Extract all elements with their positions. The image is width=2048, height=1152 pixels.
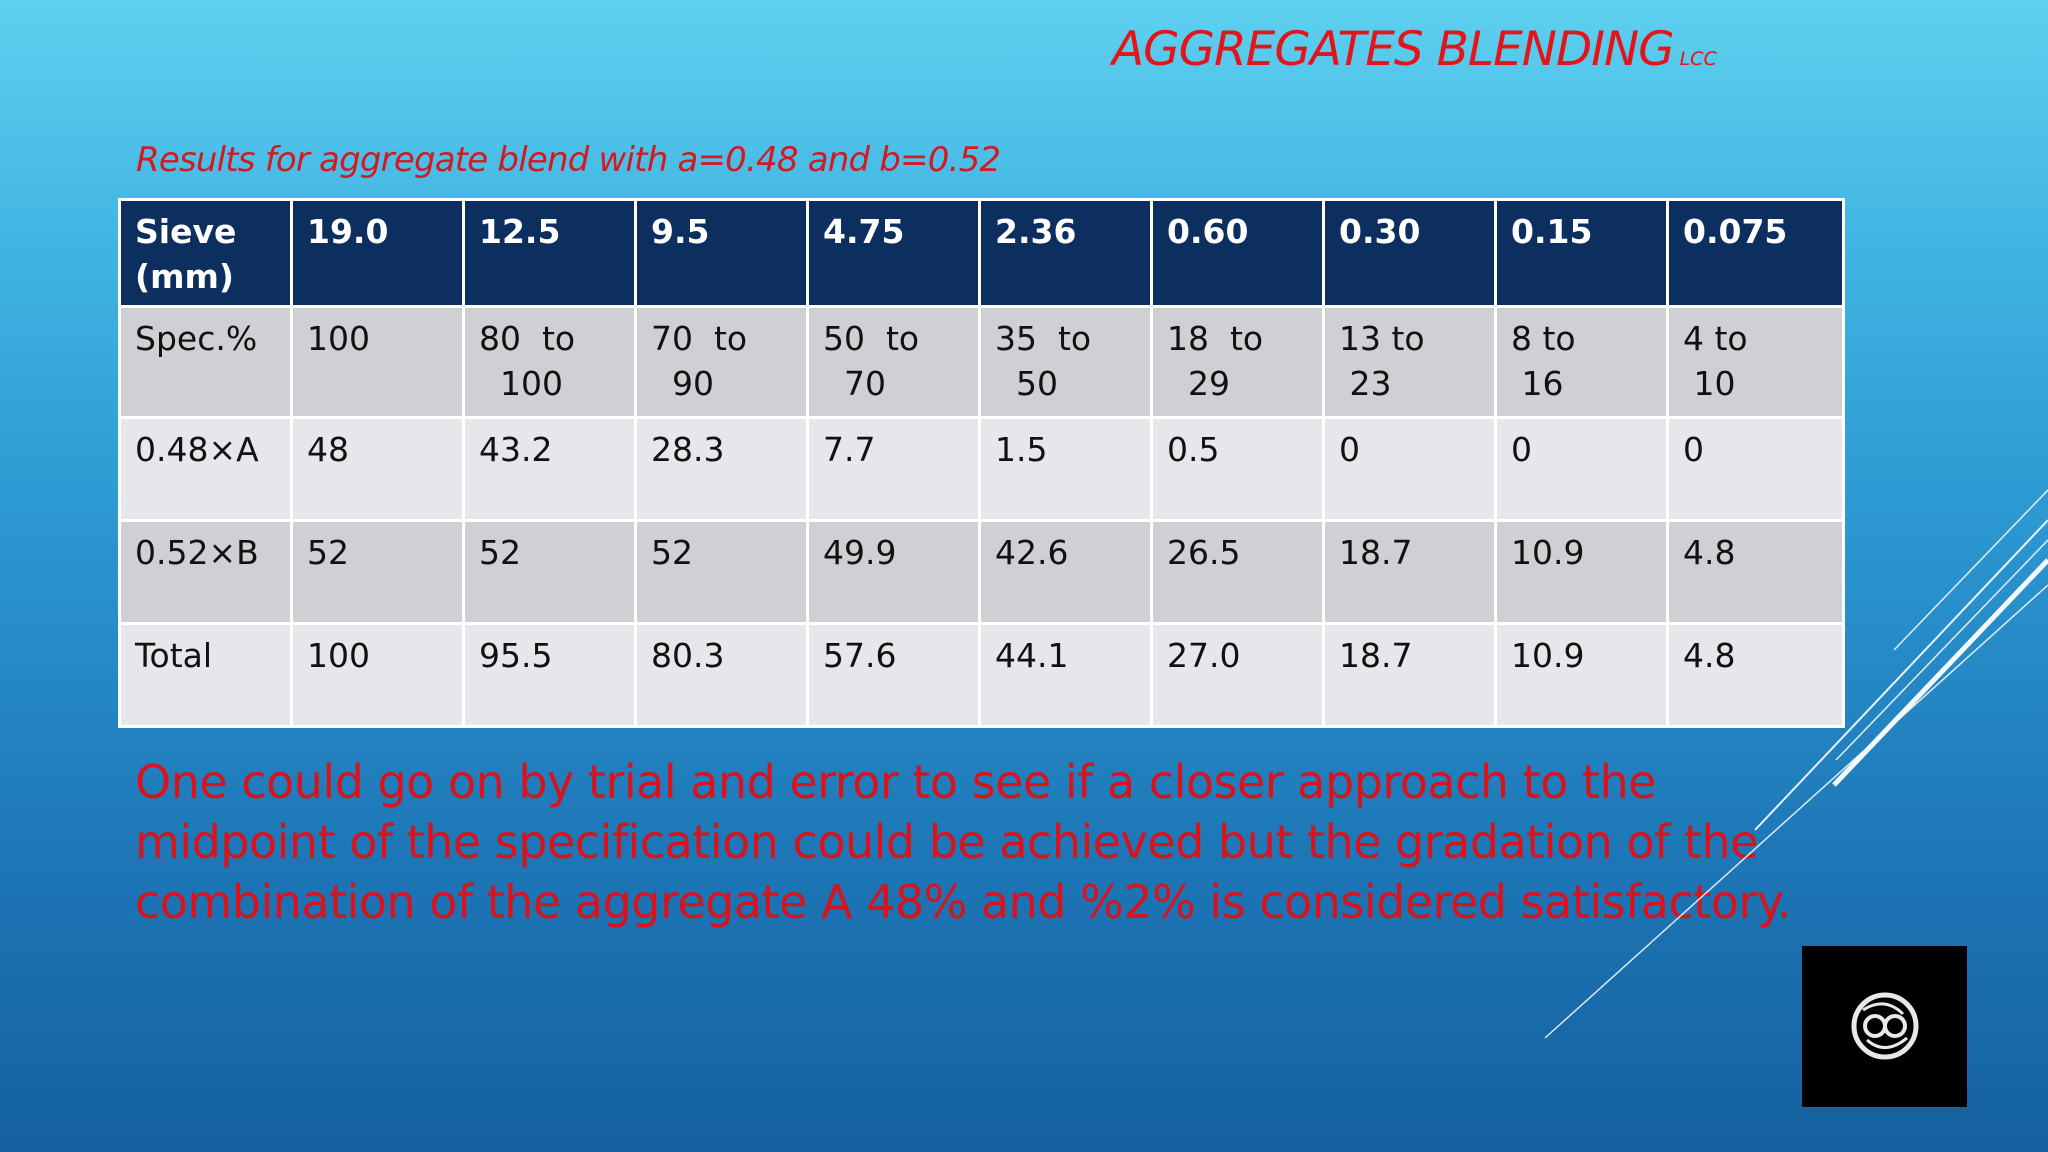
- header-size: 0.60: [1150, 198, 1325, 308]
- spec-cell: 8 to 16: [1494, 305, 1669, 419]
- spec-line: 80 to: [479, 319, 576, 358]
- spec-line: 23: [1339, 364, 1392, 403]
- spec-line: 50 to: [823, 319, 920, 358]
- table-cell: 95.5: [462, 622, 637, 728]
- table-cell: 49.9: [806, 519, 981, 625]
- table-cell: 80.3: [634, 622, 809, 728]
- deco-line: [1893, 489, 2048, 651]
- spec-cell: 50 to 70: [806, 305, 981, 419]
- note-line: One could go on by trial and error to se…: [135, 755, 1656, 809]
- row-label-total: Total: [118, 622, 293, 728]
- spec-cell: 35 to 50: [978, 305, 1153, 419]
- note-line: combination of the aggregate A 48% and %…: [135, 875, 1792, 929]
- table-cell: 27.0: [1150, 622, 1325, 728]
- header-size: 0.15: [1494, 198, 1669, 308]
- spec-line: 8 to: [1511, 319, 1576, 358]
- header-size: 0.075: [1666, 198, 1845, 308]
- row-label-spec: Spec.%: [118, 305, 293, 419]
- table-cell: 0: [1322, 416, 1497, 522]
- table-cell: 42.6: [978, 519, 1153, 625]
- table-cell: 18.7: [1322, 622, 1497, 728]
- header-sieve-label: Sieve (mm): [118, 198, 293, 308]
- header-size: 19.0: [290, 198, 465, 308]
- spec-line: 29: [1167, 364, 1230, 403]
- sieve-table: Sieve (mm) 19.0 12.5 9.5 4.75 2.36 0.60 …: [118, 198, 1845, 728]
- table-cell: 7.7: [806, 416, 981, 522]
- spec-line: 18 to: [1167, 319, 1264, 358]
- row-label-b: 0.52×B: [118, 519, 293, 625]
- spec-line: 13 to: [1339, 319, 1425, 358]
- header-size: 9.5: [634, 198, 809, 308]
- logo-box: [1802, 946, 1967, 1107]
- table-cell: 1.5: [978, 416, 1153, 522]
- note-line: midpoint of the specification could be a…: [135, 815, 1758, 869]
- spec-line: 16: [1511, 364, 1564, 403]
- table-row-spec: Spec.% 100 80 to 100 70 to 90 50 to 70 3…: [118, 305, 1845, 419]
- deco-line: [1832, 558, 2048, 787]
- deco-line: [1835, 539, 2048, 761]
- spec-line: 100: [479, 364, 563, 403]
- table-cell: 10.9: [1494, 622, 1669, 728]
- deco-line: [1754, 519, 2048, 831]
- spec-cell: 4 to 10: [1666, 305, 1845, 419]
- table-cell: 48: [290, 416, 465, 522]
- spec-line: 70 to: [651, 319, 748, 358]
- spec-cell: 100: [290, 305, 465, 419]
- table-header-row: Sieve (mm) 19.0 12.5 9.5 4.75 2.36 0.60 …: [118, 198, 1845, 308]
- spec-line: 35 to: [995, 319, 1092, 358]
- spec-line: 90: [651, 364, 714, 403]
- logo-icon: [1851, 992, 1919, 1060]
- spec-line: 70: [823, 364, 886, 403]
- spec-line: 4 to: [1683, 319, 1748, 358]
- table-cell: 52: [290, 519, 465, 625]
- deco-line: [1544, 584, 2048, 1039]
- row-label-a: 0.48×A: [118, 416, 293, 522]
- table-row-a: 0.48×A 48 43.2 28.3 7.7 1.5 0.5 0 0 0: [118, 416, 1845, 522]
- table-cell: 4.8: [1666, 519, 1845, 625]
- spec-cell: 13 to 23: [1322, 305, 1497, 419]
- header-size: 0.30: [1322, 198, 1497, 308]
- conclusion-note: One could go on by trial and error to se…: [135, 752, 1835, 932]
- table-cell: 28.3: [634, 416, 809, 522]
- header-size: 4.75: [806, 198, 981, 308]
- slide-subtitle: Results for aggregate blend with a=0.48 …: [136, 140, 1001, 180]
- table-cell: 26.5: [1150, 519, 1325, 625]
- slide-title-suffix: LCC: [1679, 48, 1717, 70]
- decorative-lines: [1544, 489, 2048, 1039]
- table-cell: 10.9: [1494, 519, 1669, 625]
- spec-cell: 18 to 29: [1150, 305, 1325, 419]
- slide-title-text: AGGREGATES BLENDING: [1112, 22, 1675, 77]
- spec-line: 10: [1683, 364, 1736, 403]
- table-cell: 43.2: [462, 416, 637, 522]
- table-cell: 0.5: [1150, 416, 1325, 522]
- header-size: 2.36: [978, 198, 1153, 308]
- table-row-b: 0.52×B 52 52 52 49.9 42.6 26.5 18.7 10.9…: [118, 519, 1845, 625]
- table-row-total: Total 100 95.5 80.3 57.6 44.1 27.0 18.7 …: [118, 622, 1845, 728]
- table-cell: 52: [462, 519, 637, 625]
- table-cell: 18.7: [1322, 519, 1497, 625]
- table-cell: 0: [1494, 416, 1669, 522]
- header-size: 12.5: [462, 198, 637, 308]
- slide-title: AGGREGATES BLENDING LCC: [1112, 22, 1717, 77]
- spec-cell: 70 to 90: [634, 305, 809, 419]
- table-cell: 100: [290, 622, 465, 728]
- spec-cell: 80 to 100: [462, 305, 637, 419]
- table-cell: 52: [634, 519, 809, 625]
- table-cell: 44.1: [978, 622, 1153, 728]
- table-cell: 57.6: [806, 622, 981, 728]
- table-cell: 4.8: [1666, 622, 1845, 728]
- spec-line: 50: [995, 364, 1058, 403]
- spec-line: 100: [307, 319, 370, 358]
- table-cell: 0: [1666, 416, 1845, 522]
